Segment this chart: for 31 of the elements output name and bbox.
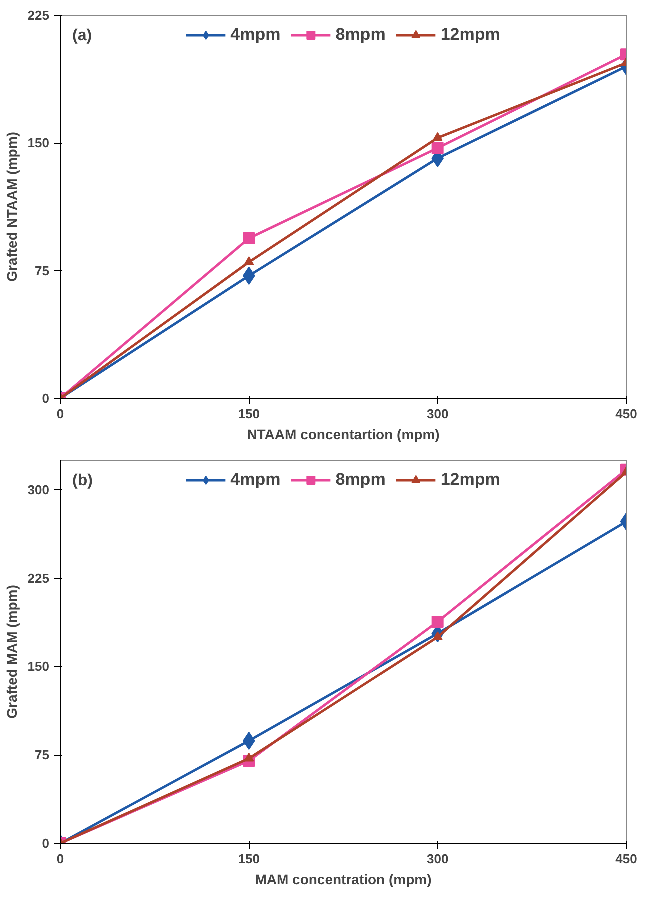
- y-tick-label: 150: [28, 659, 50, 674]
- y-tick-label: 150: [28, 136, 50, 151]
- y-tick-label: 225: [28, 8, 50, 23]
- legend-label: 8mpm: [336, 470, 386, 490]
- x-tick-label: 450: [616, 852, 638, 866]
- point: [432, 132, 443, 142]
- x-tick-label: 300: [426, 852, 449, 866]
- x-tick-label: 0: [56, 406, 64, 422]
- legend-label: 8mpm: [336, 25, 386, 45]
- x-axis-title: MAM concentration (mpm): [255, 872, 432, 888]
- legend-label: 12mpm: [440, 25, 500, 45]
- x-tick-label: 450: [616, 406, 638, 422]
- x-tick-label: 150: [238, 406, 260, 422]
- x-tick-label: 0: [56, 852, 64, 866]
- y-axis-title: Grafted MAM (mpm): [4, 585, 20, 719]
- x-axis-title: NTAAM concentartion (mpm): [247, 426, 440, 442]
- y-tick-label: 75: [35, 748, 50, 763]
- x-tick-label: 150: [238, 852, 260, 866]
- annotation: (a): [72, 28, 92, 44]
- y-tick-label: 75: [35, 263, 50, 278]
- legend-label: 4mpm: [230, 25, 281, 45]
- point: [244, 256, 254, 266]
- x-tick-label: 300: [426, 406, 449, 422]
- legend-label: 4mpm: [230, 470, 281, 490]
- y-axis-title: Grafted NTAAM (mpm): [4, 132, 20, 282]
- annotation: (b): [72, 472, 93, 490]
- y-tick-label: 300: [28, 482, 50, 498]
- y-tick-label: 0: [42, 836, 50, 851]
- y-tick-label: 225: [28, 570, 50, 586]
- legend-label: 12mpm: [440, 470, 500, 490]
- y-tick-label: 0: [42, 391, 50, 406]
